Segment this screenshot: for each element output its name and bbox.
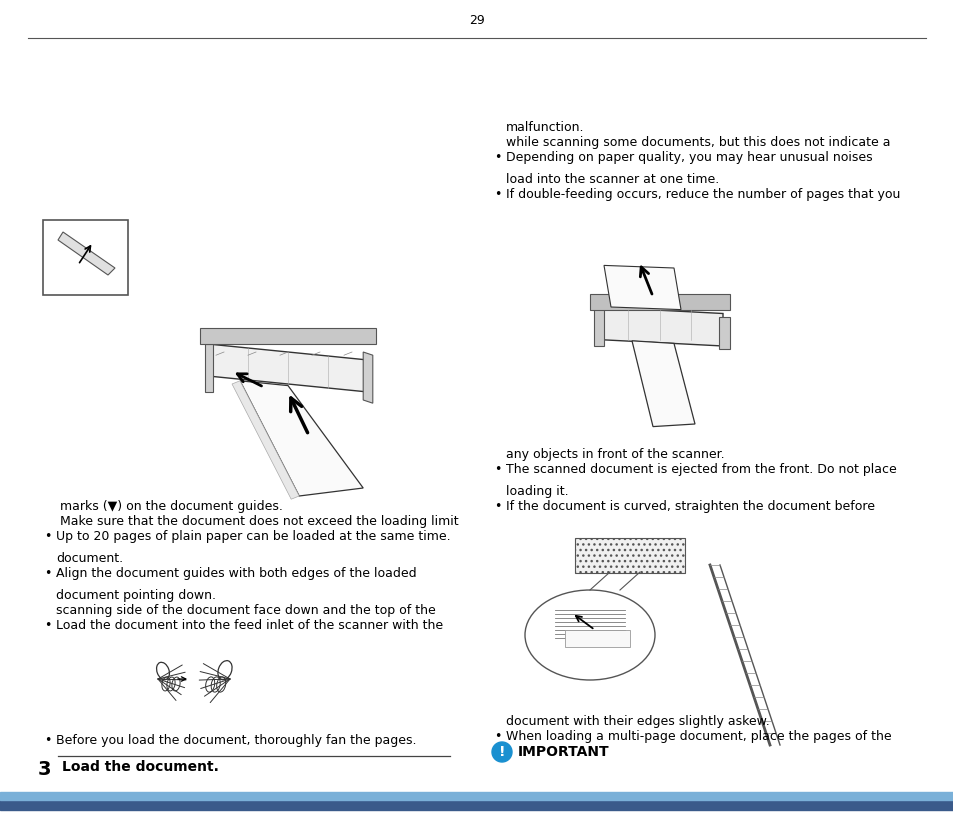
Polygon shape: [597, 307, 722, 346]
Text: any objects in front of the scanner.: any objects in front of the scanner.: [505, 448, 724, 461]
Text: Load the document.: Load the document.: [62, 760, 218, 774]
Bar: [43, 220, 128, 295]
Bar: [0, 800, 953, 810]
Text: •: •: [494, 151, 501, 164]
Text: !: !: [498, 745, 505, 759]
Text: •: •: [494, 463, 501, 476]
Text: •: •: [44, 530, 51, 543]
Text: Before you load the document, thoroughly fan the pages.: Before you load the document, thoroughly…: [56, 734, 416, 747]
Text: The scanned document is ejected from the front. Do not place: The scanned document is ejected from the…: [505, 463, 896, 476]
Text: Depending on paper quality, you may hear unusual noises: Depending on paper quality, you may hear…: [505, 151, 872, 164]
Text: •: •: [494, 188, 501, 201]
Text: If double-feeding occurs, reduce the number of pages that you: If double-feeding occurs, reduce the num…: [505, 188, 900, 201]
Text: 3: 3: [38, 760, 51, 779]
Bar: [575, 538, 684, 573]
Text: malfunction.: malfunction.: [505, 121, 584, 134]
Text: IMPORTANT: IMPORTANT: [517, 745, 609, 759]
Text: 29: 29: [469, 14, 484, 26]
Text: Up to 20 pages of plain paper can be loaded at the same time.: Up to 20 pages of plain paper can be loa…: [56, 530, 450, 543]
Polygon shape: [564, 630, 629, 647]
Bar: [0, 792, 953, 800]
Polygon shape: [718, 317, 729, 348]
Text: document pointing down.: document pointing down.: [56, 589, 215, 602]
Ellipse shape: [524, 590, 655, 680]
Polygon shape: [205, 344, 213, 392]
Polygon shape: [208, 344, 368, 392]
Polygon shape: [232, 381, 299, 499]
Text: marks (▼) on the document guides.: marks (▼) on the document guides.: [56, 500, 283, 513]
Text: scanning side of the document face down and the top of the: scanning side of the document face down …: [56, 604, 436, 617]
Text: while scanning some documents, but this does not indicate a: while scanning some documents, but this …: [505, 136, 889, 149]
Text: Align the document guides with both edges of the loaded: Align the document guides with both edge…: [56, 567, 416, 580]
Polygon shape: [631, 341, 695, 427]
Text: Make sure that the document does not exceed the loading limit: Make sure that the document does not exc…: [56, 515, 458, 528]
Polygon shape: [240, 381, 363, 496]
Text: •: •: [494, 730, 501, 743]
Text: •: •: [44, 734, 51, 747]
Bar: [200, 328, 375, 344]
Circle shape: [492, 742, 512, 762]
Text: document.: document.: [56, 552, 123, 565]
Text: Load the document into the feed inlet of the scanner with the: Load the document into the feed inlet of…: [56, 619, 442, 632]
Text: •: •: [44, 567, 51, 580]
Text: •: •: [494, 500, 501, 513]
Text: loading it.: loading it.: [505, 485, 568, 498]
Polygon shape: [58, 232, 115, 275]
Polygon shape: [594, 307, 603, 346]
Bar: [589, 294, 729, 309]
Text: If the document is curved, straighten the document before: If the document is curved, straighten th…: [505, 500, 874, 513]
Polygon shape: [603, 265, 680, 309]
Polygon shape: [363, 352, 373, 403]
Text: •: •: [44, 619, 51, 632]
Text: When loading a multi-page document, place the pages of the: When loading a multi-page document, plac…: [505, 730, 891, 743]
Text: load into the scanner at one time.: load into the scanner at one time.: [505, 173, 719, 186]
Text: document with their edges slightly askew.: document with their edges slightly askew…: [505, 715, 769, 728]
